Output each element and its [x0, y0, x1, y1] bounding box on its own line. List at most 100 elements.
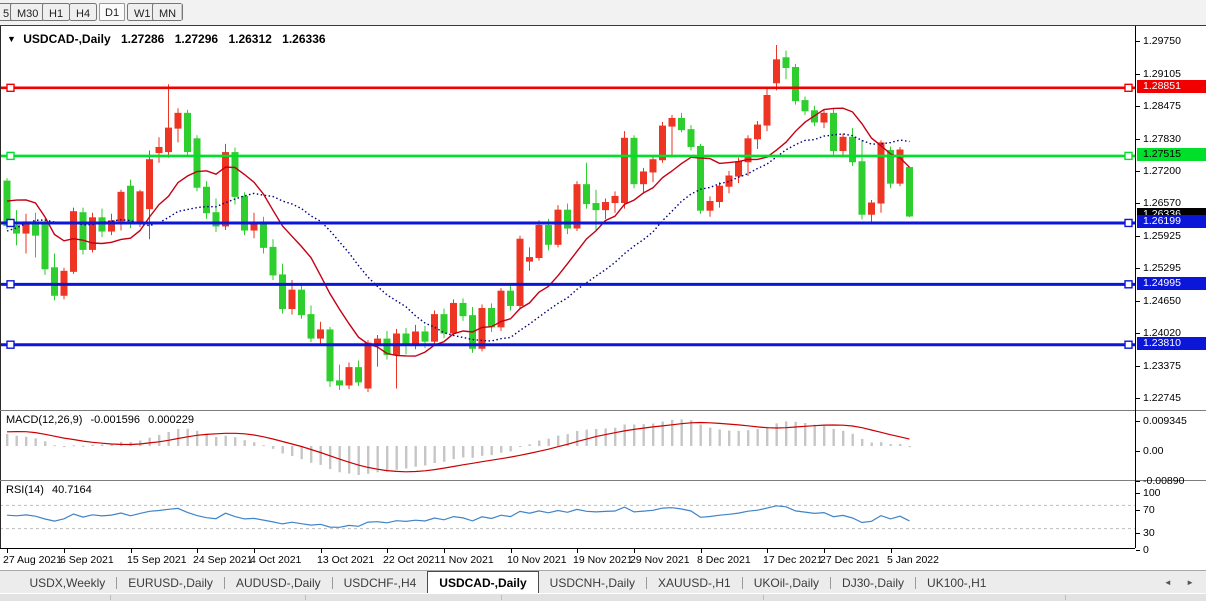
line-anchor-marker[interactable] — [1124, 218, 1133, 228]
time-axis[interactable]: 27 Aug 2021 6 Sep 2021 15 Sep 2021 24 Sep 2… — [0, 548, 1135, 571]
macd-histogram-bar — [63, 446, 66, 448]
bull-candle — [516, 238, 524, 306]
macd-histogram-bar — [177, 428, 180, 446]
bear-candle — [545, 224, 552, 245]
bull-candle — [317, 329, 324, 339]
time-axis-date-label: 8 Dec 2021 — [697, 554, 751, 566]
macd-histogram-bar — [747, 430, 750, 446]
level-price-badge: 1.28851 — [1137, 80, 1206, 93]
price-axis-label: 1.25295 — [1143, 262, 1181, 274]
macd-histogram-bar — [6, 433, 9, 446]
symbol-dropdown-icon[interactable]: ▼ — [7, 34, 16, 44]
time-axis-date-label: 22 Oct 2021 — [383, 554, 441, 566]
bull-candle — [155, 146, 163, 154]
bull-candle — [773, 59, 780, 84]
macd-histogram-bar — [310, 446, 313, 463]
macd-histogram-bar — [158, 434, 161, 446]
bull-candle — [222, 152, 229, 227]
timeframe-button-m30[interactable]: M30 — [10, 3, 46, 21]
time-axis-tick — [254, 549, 255, 553]
chart-tab-ukoil-daily[interactable]: UKOil-,Daily — [753, 576, 820, 590]
macd-panel-divider[interactable] — [0, 410, 1206, 411]
macd-histogram-bar — [509, 446, 512, 452]
timeframe-button-mn[interactable]: MN — [152, 3, 184, 21]
line-anchor-marker[interactable] — [6, 218, 15, 228]
chart-tab-usdchf-h4[interactable]: USDCHF-,H4 — [343, 576, 417, 590]
macd-histogram-bar — [794, 421, 797, 446]
line-anchor-marker[interactable] — [6, 280, 15, 289]
macd-label: MACD(12,26,9) -0.001596 0.000229 — [6, 414, 194, 426]
time-axis-tick — [701, 549, 702, 553]
time-axis-tick — [321, 549, 322, 553]
chart-tab-usdx-weekly[interactable]: USDX,Weekly — [29, 576, 106, 590]
slow-ma-line — [6, 133, 910, 342]
main-chart-canvas[interactable] — [0, 27, 1135, 410]
price-axis-tick — [1136, 139, 1140, 140]
level-price-badge: 1.26199 — [1137, 215, 1206, 228]
macd-histogram-bar — [272, 446, 275, 449]
macd-histogram-bar — [500, 446, 503, 453]
chart-tab-usdcad-daily[interactable]: USDCAD-,Daily — [427, 571, 539, 594]
line-anchor-marker[interactable] — [6, 340, 15, 349]
chart-tab-uk100-h1[interactable]: UK100-,H1 — [927, 576, 987, 590]
bear-candle — [421, 331, 429, 342]
time-axis-date-label: 15 Sep 2021 — [127, 554, 187, 566]
price-axis-label: 1.29750 — [1143, 35, 1181, 47]
timeframe-button-h4[interactable]: H4 — [69, 3, 98, 21]
chart-tab-eurusd-daily[interactable]: EURUSD-,Daily — [128, 576, 213, 590]
macd-histogram-bar — [205, 433, 208, 446]
time-axis-tick — [511, 549, 512, 553]
line-anchor-marker[interactable] — [6, 83, 15, 93]
price-axis-label: 1.23375 — [1143, 360, 1181, 372]
macd-histogram-bar — [82, 445, 85, 447]
tab-separator — [646, 576, 647, 589]
bull-candle — [725, 175, 733, 187]
timeframe-button-h1[interactable]: H1 — [42, 3, 71, 21]
bull-candle — [602, 202, 609, 211]
tab-scroll-right-icon[interactable]: ► — [1186, 578, 1200, 587]
line-anchor-marker[interactable] — [1124, 151, 1133, 161]
bull-candle — [431, 314, 438, 342]
macd-histogram-bar — [224, 435, 227, 446]
line-anchor-marker[interactable] — [1124, 83, 1133, 93]
line-anchor-marker[interactable] — [1124, 340, 1133, 349]
macd-histogram-bar — [44, 441, 47, 446]
price-axis-tick — [1136, 171, 1140, 172]
chart-tab-audusd-daily[interactable]: AUDUSD-,Daily — [235, 576, 321, 590]
bear-candle — [801, 100, 809, 112]
bull-candle — [735, 161, 742, 177]
time-axis-tick — [577, 549, 578, 553]
macd-histogram-bar — [519, 446, 522, 447]
bear-candle — [355, 367, 362, 383]
macd-histogram-bar — [557, 435, 560, 446]
indicator-axis-tick — [1136, 481, 1140, 482]
line-anchor-marker[interactable] — [1124, 280, 1133, 289]
chart-tab-usdcnh-daily[interactable]: USDCNH-,Daily — [549, 576, 635, 590]
chart-tab-dj30-daily[interactable]: DJ30-,Daily — [842, 576, 905, 590]
timeframe-button-d1[interactable]: D1 — [99, 3, 126, 21]
price-axis[interactable]: 1.29750 1.29105 1.28475 1.27830 1.27200 1.265… — [1135, 26, 1206, 556]
tab-separator — [223, 576, 225, 589]
time-axis-date-label: 10 Nov 2021 — [507, 554, 567, 566]
line-anchor-marker[interactable] — [6, 151, 15, 161]
macd-histogram-bar — [842, 430, 845, 446]
rsi-indicator-canvas[interactable] — [0, 481, 1135, 548]
chart-tab-xauusd-h1[interactable]: XAUUSD-,H1 — [658, 576, 731, 590]
rsi-panel-divider[interactable] — [0, 480, 1206, 481]
time-axis-tick — [444, 549, 445, 553]
tab-separator — [331, 576, 333, 589]
macd-histogram-bar — [889, 444, 892, 446]
tab-separator — [830, 576, 832, 589]
price-axis-tick — [1136, 74, 1140, 75]
bear-candle — [687, 129, 695, 147]
bear-candle — [906, 167, 913, 217]
chart-title: ▼ USDCAD-,Daily 1.27286 1.27296 1.26312 … — [7, 32, 326, 46]
macd-histogram-bar — [832, 428, 835, 446]
bull-candle — [754, 124, 761, 140]
time-axis-tick — [824, 549, 825, 553]
bull-candle — [174, 112, 182, 129]
level-price-badge: 1.24995 — [1137, 277, 1206, 290]
macd-indicator-canvas[interactable] — [0, 411, 1135, 480]
time-axis-date-label: 1 Nov 2021 — [440, 554, 494, 566]
tab-scroll-left-icon[interactable]: ◄ — [1163, 578, 1178, 587]
